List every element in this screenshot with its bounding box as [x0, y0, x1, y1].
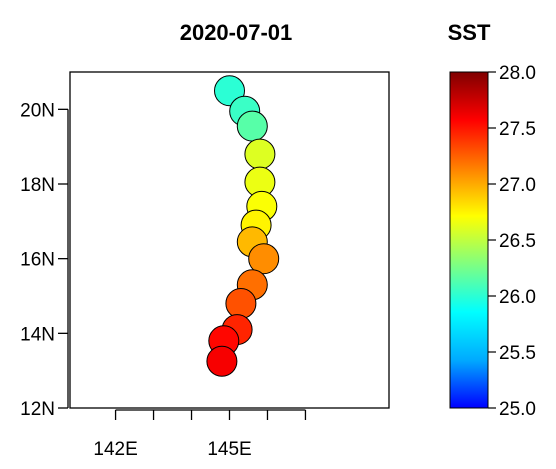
sst-point-2: [236, 110, 268, 142]
colorbar-tick-label-4: 27.0: [499, 175, 536, 196]
y-tick-label-4: 20N: [20, 100, 55, 121]
x-tick-label-0: 142E: [93, 439, 137, 460]
colorbar-tick-label-5: 27.5: [499, 119, 536, 140]
colorbar-ticks: 25.0 25.5 26.0 26.5 27.0 27.5 28.0: [488, 63, 536, 420]
plot-frame: [69, 71, 390, 409]
colorbar-tick-label-0: 25.0: [499, 399, 536, 420]
colorbar: [449, 71, 489, 409]
colorbar-tick-label-2: 26.0: [499, 287, 536, 308]
sst-point-3: [244, 138, 276, 170]
y-tick-label-3: 18N: [20, 175, 55, 196]
colorbar-tick-label-6: 28.0: [499, 63, 536, 84]
colorbar-title: SST: [448, 20, 491, 45]
x-tick-label-3: 145E: [207, 439, 251, 460]
chart-title: 2020-07-01: [180, 20, 293, 45]
colorbar-tick-label-3: 26.5: [499, 231, 536, 252]
sst-point-13: [206, 345, 238, 377]
y-tick-label-0: 12N: [20, 399, 55, 420]
x-axis: 142E 145E: [93, 409, 307, 460]
sst-point-8: [248, 243, 280, 275]
points-layer: [206, 75, 280, 377]
y-tick-label-2: 16N: [20, 250, 55, 271]
y-tick-label-1: 14N: [20, 324, 55, 345]
y-axis: 12N 14N 16N 18N 20N: [20, 100, 69, 420]
sst-point-10: [225, 288, 257, 319]
colorbar-tick-label-1: 25.5: [499, 343, 536, 364]
